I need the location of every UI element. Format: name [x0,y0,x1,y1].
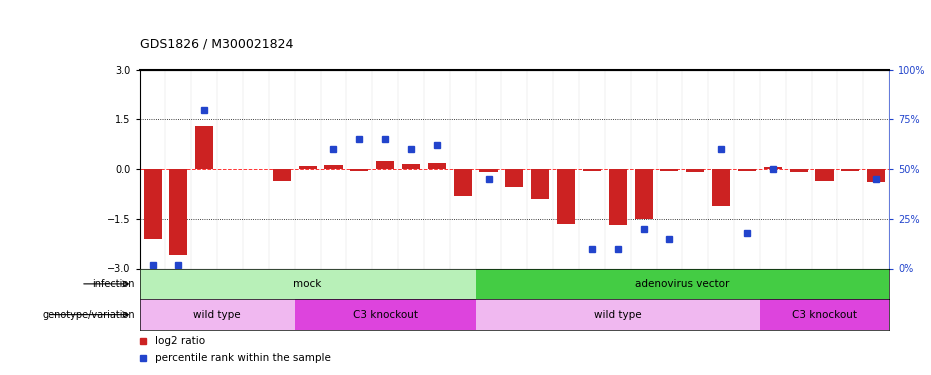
Bar [506,169,523,188]
Bar [476,299,760,330]
Text: genotype/variation: genotype/variation [43,310,135,320]
Text: log2 ratio: log2 ratio [155,336,205,346]
Bar [140,299,295,330]
Bar [660,169,679,171]
Bar [402,164,420,169]
Bar [557,169,575,224]
Bar [476,268,889,299]
Bar [867,169,885,182]
Bar [760,299,889,330]
Text: percentile rank within the sample: percentile rank within the sample [155,353,331,363]
Text: C3 knockout: C3 knockout [353,310,418,320]
Text: infection: infection [92,279,135,289]
Bar [532,169,549,199]
Bar [686,169,705,172]
Text: wild type: wild type [194,310,241,320]
Bar [583,169,600,171]
Bar [295,299,476,330]
Bar [763,168,782,169]
Text: GDS1826 / M300021824: GDS1826 / M300021824 [140,38,293,51]
Bar [635,169,653,219]
Text: adenovirus vector: adenovirus vector [635,279,730,289]
Bar [428,162,446,169]
Bar [169,169,187,255]
Bar [299,166,317,169]
Bar [609,169,627,225]
Bar [842,169,859,171]
Bar [789,169,808,172]
Bar [479,169,497,172]
Bar [816,169,833,181]
Bar [324,165,343,169]
Bar [350,169,369,171]
Bar [738,169,756,171]
Bar [143,169,162,239]
Text: C3 knockout: C3 knockout [792,310,857,320]
Bar [453,169,472,196]
Bar [140,268,476,299]
Text: wild type: wild type [594,310,641,320]
Bar [376,161,394,169]
Bar [196,126,213,169]
Bar [273,169,290,181]
Text: mock: mock [293,279,322,289]
Bar [712,169,730,206]
